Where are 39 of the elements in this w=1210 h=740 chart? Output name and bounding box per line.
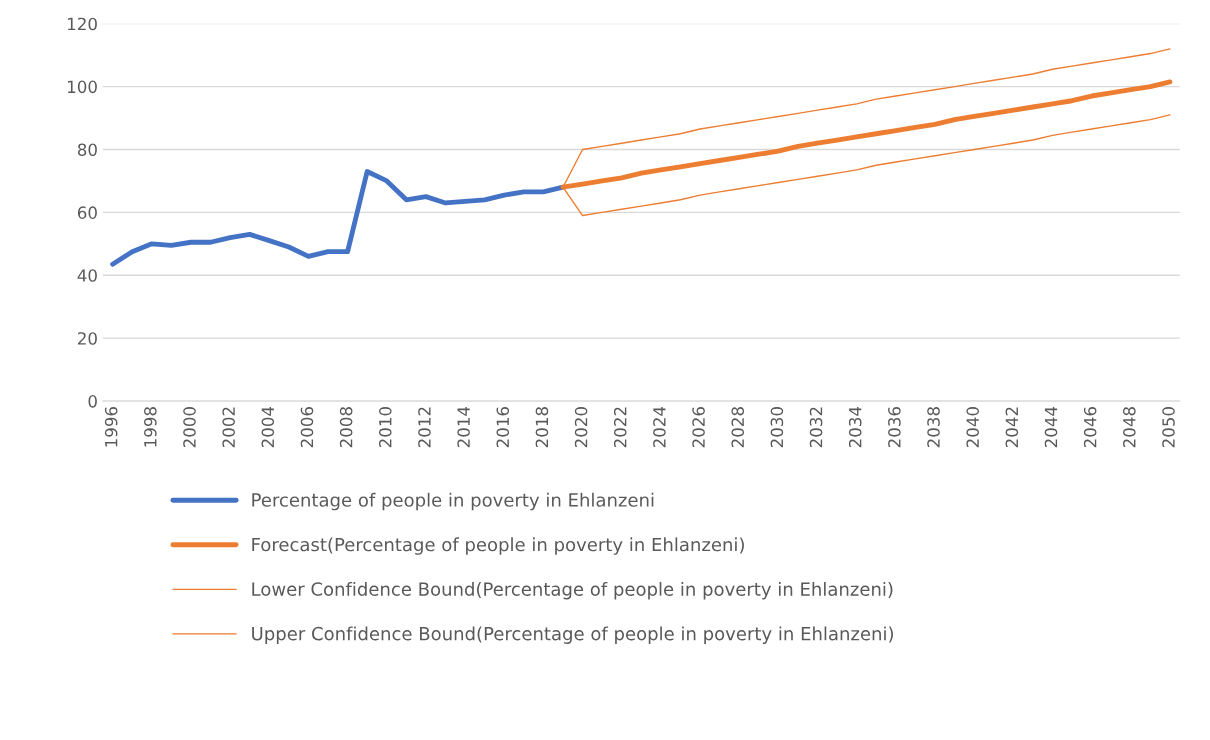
legend-label: Percentage of people in poverty in Ehlanzeni	[252, 492, 654, 511]
x-tick-label: 2050	[1162, 407, 1175, 448]
x-tick-label: 2042	[1005, 407, 1019, 448]
x-tick-label: 2010	[378, 407, 392, 448]
x-tick-label: 2006	[300, 406, 314, 448]
x-tick-label: 2020	[574, 407, 588, 448]
x-tick-label: 2028	[731, 407, 745, 448]
y-tick-label: 60	[77, 206, 97, 219]
x-tick-label: 2030	[770, 407, 784, 448]
y-tick-label: 40	[77, 269, 97, 282]
x-tick-label: 2046	[1083, 406, 1097, 448]
x-tick-label: 2038	[927, 407, 940, 448]
x-tick-label: 2016	[496, 406, 510, 448]
x-tick-label: 2034	[848, 406, 862, 448]
x-tick-label: 2000	[183, 407, 196, 448]
x-tick-label: 2044	[1044, 406, 1058, 448]
y-tick-label: 120	[68, 17, 97, 31]
x-tick-label: 2036	[888, 406, 901, 448]
legend-label: Forecast(Percentage of people in poverty in Ehlanzeni)	[252, 537, 744, 555]
x-tick-label: 2048	[1123, 407, 1136, 448]
x-tick-label: 2024	[653, 406, 666, 448]
x-tick-label: 2040	[966, 407, 979, 448]
x-tick-label: 2032	[809, 407, 823, 448]
x-tick-label: 2022	[613, 407, 627, 448]
x-tick-label: 2018	[535, 407, 549, 448]
y-tick-label: 80	[77, 143, 97, 157]
legend-label: Lower Confidence Bound(Percentage of people in poverty in Ehlanzeni)	[252, 581, 893, 600]
y-tick-label: 20	[78, 332, 97, 345]
x-tick-label: 2014	[457, 406, 470, 448]
x-tick-label: 2008	[339, 407, 353, 448]
x-tick-label: 1998	[144, 407, 157, 447]
y-tick-label: 0	[88, 395, 97, 408]
x-tick-label: 2004	[261, 406, 275, 448]
legend-label: Upper Confidence Bound(Percentage of people in poverty in Ehlanzeni)	[252, 626, 893, 644]
x-tick-label: 2012	[418, 407, 431, 448]
x-tick-label: 2026	[692, 406, 705, 448]
y-tick-label: 100	[68, 80, 97, 94]
x-tick-label: 2002	[222, 407, 235, 448]
x-tick-label: 1996	[104, 406, 118, 447]
